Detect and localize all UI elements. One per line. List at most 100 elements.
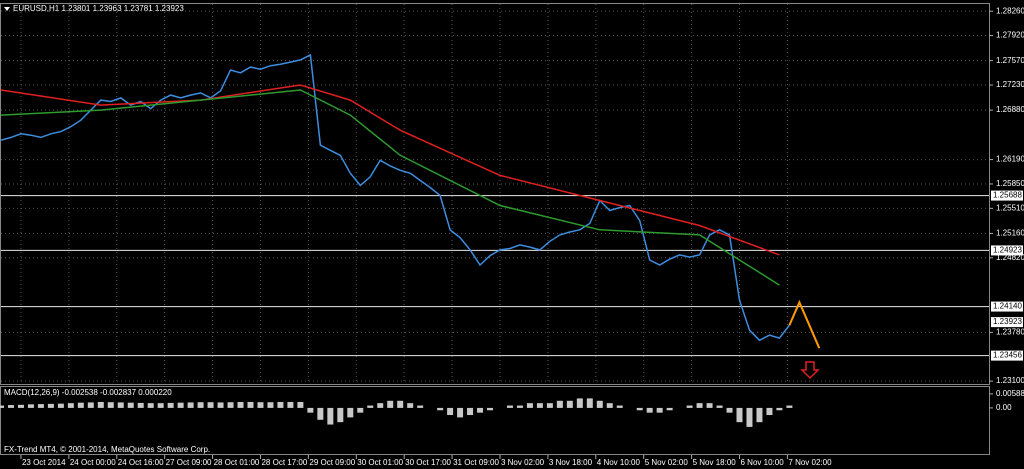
- level-label-box: [991, 350, 1023, 361]
- macd-bar: [77, 402, 84, 408]
- macd-bar: [187, 402, 194, 408]
- macd-bar: [67, 403, 74, 408]
- macd-title: MACD(12,26,9) -0.002538 -0.002837 0.0002…: [4, 388, 172, 397]
- macd-bar: [536, 403, 543, 408]
- macd-bar: [576, 398, 583, 408]
- level-label: 1.25688: [993, 191, 1022, 200]
- bid-label: 1.23923: [993, 317, 1022, 326]
- x-tick-label: 23 Oct 2014: [22, 458, 66, 467]
- y-tick-label: 1.25160: [996, 229, 1024, 238]
- y-tick-label: 1.26190: [996, 155, 1024, 164]
- y-tick-label: 1.25850: [996, 179, 1024, 188]
- macd-bar: [467, 407, 474, 416]
- y-tick-label: 1.27920: [996, 31, 1024, 40]
- series-line: [0, 84, 780, 256]
- macd-bar: [706, 403, 713, 408]
- level-label: 1.24923: [993, 246, 1022, 255]
- level-label: 1.24140: [993, 302, 1022, 311]
- macd-bar: [107, 402, 114, 408]
- x-tick-label: 27 Oct 09:00: [166, 458, 212, 467]
- macd-bar: [377, 403, 384, 408]
- macd-bar: [357, 407, 364, 413]
- macd-bar: [347, 407, 354, 418]
- macd-bar: [506, 405, 513, 408]
- macd-bar: [97, 401, 104, 408]
- macd-bar: [566, 400, 573, 408]
- macd-bar: [686, 405, 693, 408]
- menu-triangle[interactable]: [4, 7, 10, 11]
- x-tick-label: 5 Nov 18:00: [693, 458, 737, 467]
- macd-bar: [437, 407, 444, 411]
- copyright: FX-Trend MT4, © 2001-2014, MetaQuotes So…: [4, 445, 210, 454]
- macd-bar: [217, 402, 224, 408]
- macd-bar: [87, 402, 94, 408]
- x-tick-label: 29 Oct 09:00: [309, 458, 355, 467]
- macd-bar: [317, 407, 324, 420]
- macd-bar: [716, 405, 723, 408]
- macd-bar: [17, 404, 24, 408]
- macd-bar: [277, 401, 284, 408]
- macd-bar: [0, 405, 4, 408]
- macd-bar: [397, 400, 404, 408]
- x-tick-label: 5 Nov 02:00: [645, 458, 689, 467]
- bid-box: [991, 317, 1023, 328]
- x-tick-label: 6 Nov 10:00: [741, 458, 785, 467]
- macd-bar: [207, 402, 214, 408]
- macd-bar: [457, 407, 464, 418]
- macd-bar: [327, 407, 334, 425]
- macd-bar: [307, 407, 314, 413]
- y-tick-label: 1.27570: [996, 56, 1024, 65]
- macd-bar: [656, 407, 663, 413]
- macd-bar: [27, 404, 34, 408]
- y-tick-label: 1.26880: [996, 105, 1024, 114]
- macd-bar: [167, 402, 174, 408]
- y-tick-label: 1.23100: [996, 376, 1024, 385]
- macd-bar: [47, 403, 54, 408]
- macd-bar: [526, 403, 533, 408]
- macd-bar: [137, 402, 144, 408]
- macd-bar: [586, 398, 593, 408]
- x-tick-label: 30 Oct 17:00: [405, 458, 451, 467]
- macd-bar: [237, 401, 244, 408]
- x-tick-label: 24 Oct 16:00: [118, 458, 164, 467]
- macd-bar: [407, 403, 414, 408]
- level-label-box: [991, 245, 1023, 256]
- macd-bar: [726, 407, 733, 413]
- macd-bar: [417, 405, 424, 408]
- macd-bar: [487, 407, 494, 411]
- macd-bar: [596, 400, 603, 408]
- macd-bar: [776, 407, 783, 411]
- macd-bar: [177, 402, 184, 408]
- macd-bar: [247, 401, 254, 408]
- macd-bar: [387, 400, 394, 408]
- x-tick-label: 4 Nov 10:00: [597, 458, 641, 467]
- x-tick-label: 3 Nov 18:00: [549, 458, 593, 467]
- macd-bar: [746, 407, 753, 427]
- x-tick-label: 7 Nov 02:00: [788, 458, 832, 467]
- y-tick-label: 1.25510: [996, 203, 1024, 212]
- chart-title: EURUSD,H1 1.23801 1.23963 1.23781 1.2392…: [13, 4, 184, 13]
- macd-bar: [447, 407, 454, 416]
- y-tick-label: 0.005888: [996, 389, 1024, 398]
- macd-bar: [287, 401, 294, 408]
- x-tick-label: 31 Oct 09:00: [453, 458, 499, 467]
- macd-bar: [257, 402, 264, 408]
- sell-arrow: [800, 361, 820, 380]
- macd-bar: [267, 402, 274, 408]
- macd-bar: [696, 403, 703, 408]
- macd-bar: [736, 407, 743, 423]
- macd-bar: [766, 407, 773, 416]
- level-label-box: [991, 190, 1023, 201]
- macd-bar: [127, 402, 134, 408]
- y-tick-label: 1.28260: [996, 6, 1024, 15]
- x-tick-label: 28 Oct 17:00: [261, 458, 307, 467]
- macd-bar: [616, 405, 623, 408]
- y-tick-label: 1.27230: [996, 80, 1024, 89]
- level-label-box: [991, 301, 1023, 312]
- series-line: [788, 299, 821, 349]
- x-tick-label: 30 Oct 01:00: [357, 458, 403, 467]
- series-line: [0, 53, 790, 342]
- y-tick-label: 1.24820: [996, 253, 1024, 262]
